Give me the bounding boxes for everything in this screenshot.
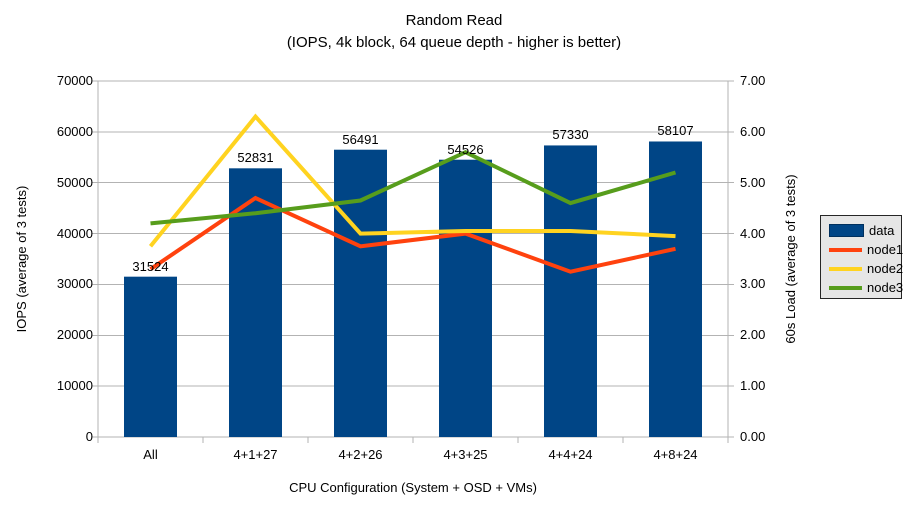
bar-All (124, 276, 177, 437)
category-label: All (143, 447, 158, 462)
legend: data node1 node2 node3 (820, 215, 904, 299)
right-axis-title: 60s Load (average of 3 tests) (783, 174, 798, 344)
category-label: 4+4+24 (548, 447, 593, 462)
legend-swatch-node3 (829, 285, 862, 290)
line-node2 (148, 113, 676, 248)
legend-label: data (869, 222, 895, 238)
left-tick-label: 40000 (56, 225, 93, 241)
right-tick-label: 5.00 (740, 174, 766, 190)
left-tick-label: 20000 (56, 327, 93, 343)
left-tick-label: 0 (85, 429, 93, 444)
right-tick-label: 0.00 (740, 429, 766, 444)
left-tick-label: 60000 (56, 123, 93, 139)
right-tick-label: 1.00 (740, 378, 766, 394)
legend-label: node3 (867, 279, 904, 295)
legend-swatch-node1 (829, 247, 862, 252)
bar-4+8+24 (649, 141, 702, 437)
category-label: 4+2+26 (338, 447, 383, 462)
category-label: 4+1+27 (233, 447, 278, 462)
legend-swatch-node2 (829, 266, 862, 271)
chart-subtitle: (IOPS, 4k block, 64 queue depth - higher… (286, 34, 622, 51)
line-node1 (149, 195, 676, 274)
right-tick-label: 3.00 (740, 276, 766, 292)
legend-swatch-data (829, 224, 864, 237)
line-node3 (150, 149, 677, 226)
right-tick-label: 4.00 (740, 225, 766, 241)
bar-value-label: 52831 (237, 150, 274, 166)
bar-value-label: 56491 (342, 131, 379, 147)
left-tick-label: 30000 (56, 276, 93, 292)
bar-value-label: 31524 (132, 258, 169, 274)
category-label: 4+3+25 (443, 447, 488, 462)
category-label: 4+8+24 (653, 447, 698, 462)
right-tick-label: 7.00 (740, 73, 766, 88)
x-axis-title: CPU Configuration (System + OSD + VMs) (289, 480, 537, 495)
bar-value-label: 57330 (552, 127, 589, 143)
left-tick-label: 10000 (56, 378, 93, 394)
right-tick-label: 2.00 (740, 327, 766, 343)
bar-4+4+24 (544, 145, 597, 437)
left-tick-label: 70000 (56, 73, 93, 88)
bar-value-label: 58107 (657, 123, 694, 139)
legend-label: node1 (867, 241, 904, 257)
legend-item-node2: node2 (821, 259, 904, 278)
left-axis-title: IOPS (average of 3 tests) (14, 185, 29, 333)
right-tick-label: 6.00 (740, 123, 766, 139)
legend-item-node1: node1 (821, 240, 904, 259)
legend-item-data: data (821, 221, 901, 240)
bar-4+3+25 (439, 159, 492, 437)
left-tick-label: 50000 (56, 174, 93, 190)
legend-label: node2 (867, 260, 904, 276)
legend-item-node3: node3 (821, 278, 904, 297)
chart-title: Random Read (405, 12, 503, 29)
bar-value-label: 54526 (447, 141, 484, 157)
bar-4+2+26 (334, 149, 387, 437)
